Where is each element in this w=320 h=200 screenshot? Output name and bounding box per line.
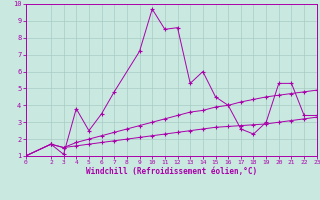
X-axis label: Windchill (Refroidissement éolien,°C): Windchill (Refroidissement éolien,°C) <box>86 167 257 176</box>
